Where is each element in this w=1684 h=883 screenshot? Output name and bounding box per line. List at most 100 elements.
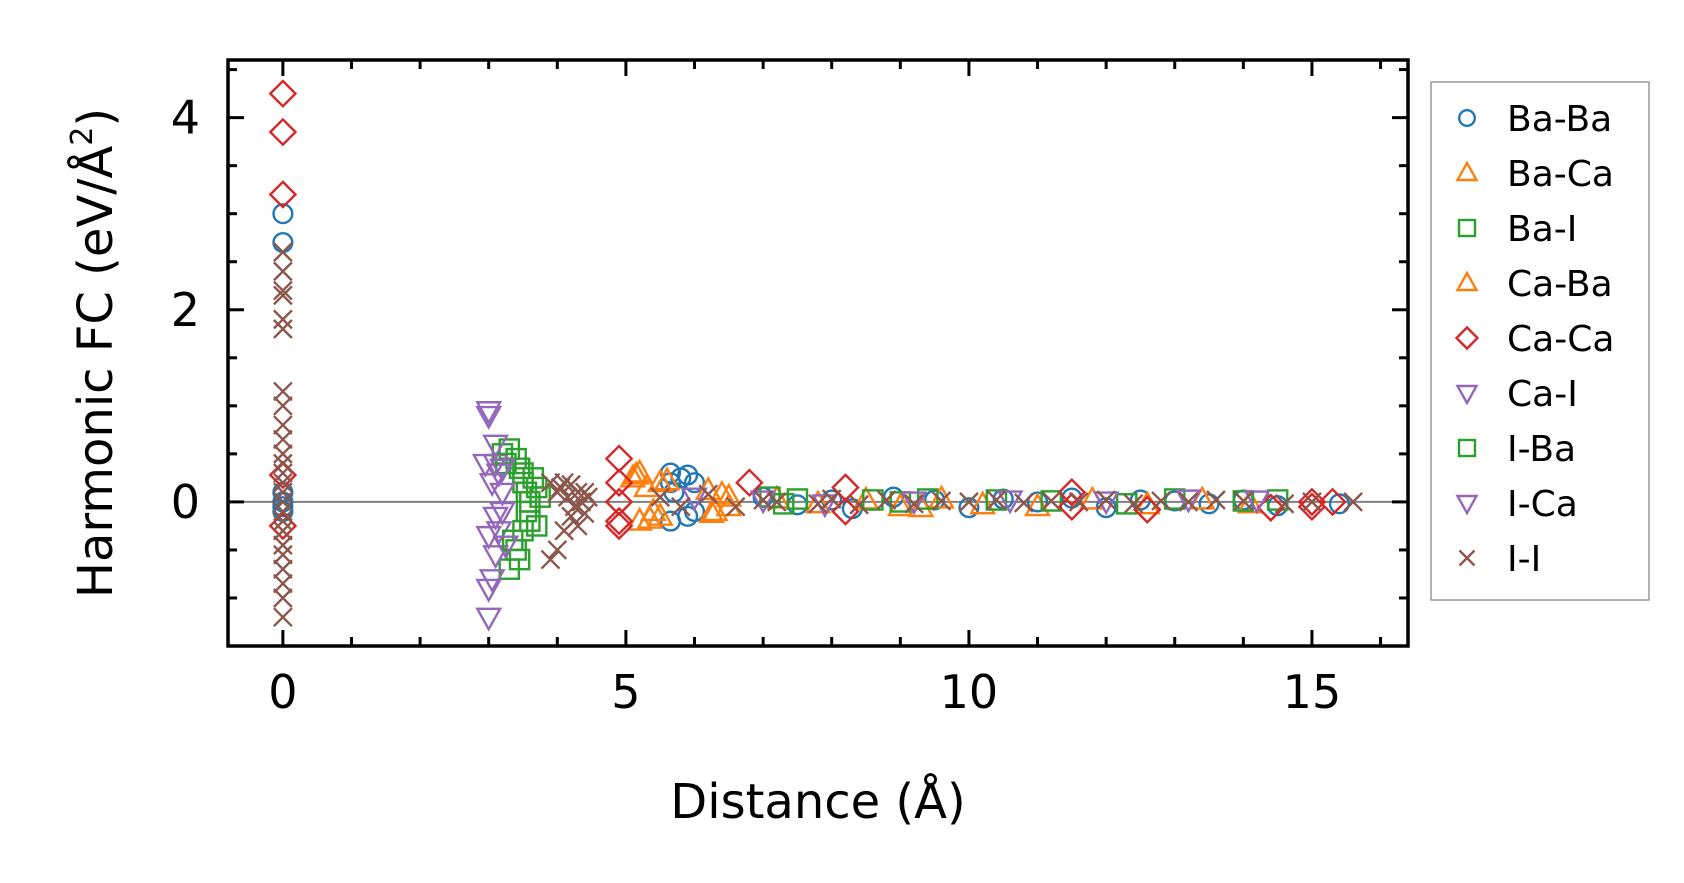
data-point bbox=[568, 516, 588, 536]
data-point bbox=[1013, 493, 1034, 513]
data-point bbox=[471, 453, 499, 478]
data-point bbox=[268, 180, 298, 209]
data-point bbox=[482, 506, 510, 531]
series-i-i bbox=[273, 242, 1363, 628]
data-point bbox=[646, 468, 674, 493]
legend-marker bbox=[1457, 218, 1477, 238]
legend-marker bbox=[1457, 438, 1477, 458]
data-point bbox=[475, 405, 503, 430]
data-point bbox=[273, 520, 293, 541]
data-point bbox=[478, 473, 506, 498]
data-point bbox=[273, 482, 293, 503]
data-point bbox=[519, 510, 541, 532]
data-point bbox=[650, 487, 671, 507]
data-point bbox=[1302, 492, 1322, 512]
legend-marker bbox=[1455, 160, 1479, 182]
series-ca-i bbox=[475, 401, 1271, 632]
data-point bbox=[273, 573, 293, 594]
data-point bbox=[1115, 493, 1138, 515]
data-point bbox=[670, 496, 691, 517]
data-point bbox=[931, 491, 952, 511]
data-point bbox=[985, 489, 1008, 511]
legend-label: Ca-Ca bbox=[1507, 319, 1614, 360]
y-tick-label: 4 bbox=[171, 91, 200, 145]
x-axis-label: Distance (Å) bbox=[670, 773, 965, 830]
legend-marker bbox=[1455, 494, 1479, 516]
y-tick-label: 0 bbox=[171, 475, 200, 529]
data-point bbox=[488, 501, 516, 526]
legend-label: Ca-I bbox=[1507, 374, 1578, 415]
data-point bbox=[683, 472, 706, 494]
data-point bbox=[273, 453, 293, 474]
data-point bbox=[786, 494, 808, 516]
data-point bbox=[547, 540, 568, 560]
data-point bbox=[529, 486, 551, 508]
data-point bbox=[1096, 490, 1116, 510]
data-point bbox=[1343, 492, 1363, 512]
data-point bbox=[540, 549, 561, 570]
legend-label: Ca-Ba bbox=[1507, 264, 1613, 305]
data-points-layer bbox=[268, 79, 1363, 632]
data-point bbox=[959, 492, 979, 512]
legend-marker bbox=[1457, 108, 1476, 127]
data-point bbox=[1206, 490, 1226, 510]
y-tick-label: 2 bbox=[171, 283, 200, 337]
data-point bbox=[1243, 490, 1271, 515]
data-point bbox=[821, 489, 842, 509]
data-point bbox=[677, 464, 699, 486]
data-point bbox=[849, 494, 870, 515]
data-point bbox=[1198, 493, 1220, 515]
legend-label: Ba-Ba bbox=[1507, 99, 1612, 140]
data-point bbox=[268, 117, 298, 147]
data-point bbox=[557, 487, 578, 507]
x-tick-label: 5 bbox=[611, 665, 640, 719]
data-point bbox=[273, 559, 293, 579]
data-point bbox=[273, 429, 293, 450]
series-ca-ca bbox=[268, 79, 1347, 541]
data-point bbox=[273, 395, 293, 416]
x-tick-label: 15 bbox=[1283, 665, 1342, 719]
data-point bbox=[1040, 490, 1063, 512]
data-point bbox=[715, 482, 743, 507]
data-point bbox=[482, 545, 510, 570]
data-point bbox=[619, 463, 647, 488]
data-point bbox=[475, 401, 503, 426]
legend-label: Ba-I bbox=[1507, 209, 1577, 250]
data-point bbox=[273, 261, 293, 282]
data-point bbox=[540, 472, 561, 493]
legend-label: I-Ba bbox=[1507, 429, 1576, 470]
data-point bbox=[488, 482, 516, 507]
data-point bbox=[969, 490, 997, 515]
data-point bbox=[1328, 493, 1350, 515]
data-point bbox=[273, 444, 293, 464]
data-point bbox=[272, 231, 294, 254]
data-point bbox=[273, 472, 293, 493]
data-point bbox=[482, 434, 510, 459]
plot-frame bbox=[226, 58, 1410, 648]
data-point bbox=[273, 544, 293, 565]
data-point bbox=[1041, 491, 1062, 511]
data-point bbox=[766, 492, 787, 512]
data-point bbox=[475, 607, 503, 632]
data-point bbox=[273, 280, 293, 301]
y-axis-label-superscript: 2 bbox=[65, 127, 100, 146]
series-ba-ba bbox=[272, 203, 1350, 532]
legend-label: I-Ca bbox=[1507, 484, 1578, 525]
data-point bbox=[1318, 487, 1347, 517]
data-point bbox=[604, 487, 634, 517]
data-point bbox=[876, 490, 897, 510]
data-point bbox=[1274, 493, 1295, 514]
data-point bbox=[273, 242, 293, 262]
data-point bbox=[626, 458, 654, 483]
data-point bbox=[492, 535, 520, 560]
data-point bbox=[273, 607, 293, 628]
data-point bbox=[986, 490, 1007, 510]
data-point bbox=[1092, 491, 1120, 516]
data-point bbox=[273, 319, 293, 339]
data-point bbox=[273, 492, 293, 512]
data-point bbox=[1057, 477, 1087, 507]
data-point bbox=[996, 490, 1024, 515]
data-point bbox=[958, 497, 980, 519]
data-point bbox=[475, 578, 503, 603]
